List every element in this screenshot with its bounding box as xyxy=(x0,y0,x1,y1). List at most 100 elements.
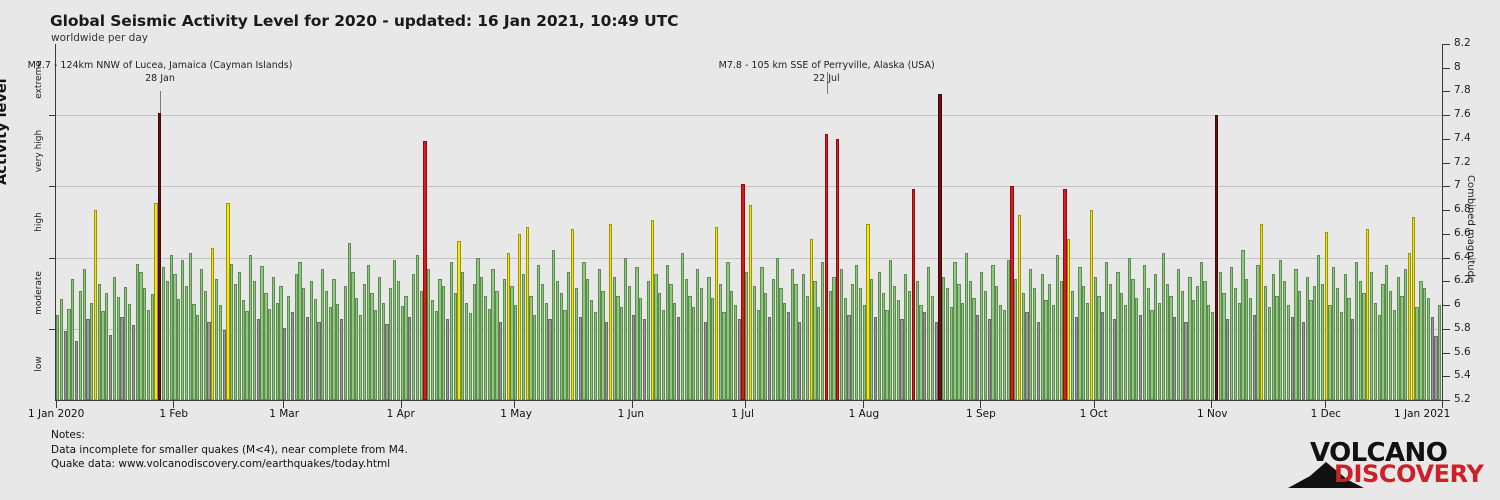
bar xyxy=(328,307,332,400)
bar xyxy=(499,321,503,400)
bar xyxy=(711,297,715,400)
bar xyxy=(707,276,711,400)
bar xyxy=(203,290,207,400)
bar xyxy=(233,283,238,400)
bar xyxy=(1343,274,1347,400)
bar xyxy=(468,313,472,400)
right-axis-tick-mark xyxy=(1443,44,1450,45)
bar xyxy=(794,283,798,400)
bar xyxy=(1335,288,1340,400)
bar xyxy=(150,294,154,400)
bar xyxy=(1392,309,1396,400)
bar xyxy=(332,278,336,400)
bar xyxy=(1025,312,1029,400)
bar xyxy=(957,283,961,400)
gridline xyxy=(56,115,1442,117)
bar xyxy=(177,299,181,400)
bar xyxy=(1127,257,1131,400)
right-axis-tick-mark xyxy=(1443,281,1450,283)
bar xyxy=(249,255,253,400)
bar xyxy=(1120,293,1124,400)
bar xyxy=(624,257,628,400)
bar xyxy=(483,295,488,400)
bar xyxy=(1207,305,1211,400)
right-axis-tick-mark xyxy=(1443,91,1450,93)
bar xyxy=(1411,217,1415,400)
page-subtitle: worldwide per day xyxy=(51,32,148,44)
bar xyxy=(1157,302,1162,400)
x-axis-tick-label: 1 Jan 2020 xyxy=(28,408,85,420)
bar xyxy=(597,269,601,400)
bar xyxy=(961,302,965,400)
right-axis-tick-mark xyxy=(1443,186,1450,188)
bar xyxy=(998,305,1003,400)
bar xyxy=(423,141,427,400)
bar xyxy=(764,293,768,400)
bar xyxy=(601,290,605,400)
bar xyxy=(268,308,272,400)
bar xyxy=(525,226,529,400)
bar xyxy=(287,295,291,400)
bar xyxy=(942,276,946,400)
bar xyxy=(1097,295,1101,400)
bar-series xyxy=(56,44,1442,400)
bar xyxy=(1396,276,1400,400)
bar xyxy=(1176,269,1181,400)
bar xyxy=(964,252,969,400)
bar xyxy=(256,319,260,400)
bar xyxy=(82,269,86,400)
bar xyxy=(972,297,976,400)
bar xyxy=(1033,288,1037,400)
bar xyxy=(730,290,734,400)
bar xyxy=(1275,295,1279,400)
bar xyxy=(351,271,355,400)
bar xyxy=(703,321,707,400)
bar xyxy=(737,319,741,400)
bar xyxy=(976,314,980,400)
bar xyxy=(56,314,60,400)
bar xyxy=(480,276,484,400)
right-axis-tick-label: 6 xyxy=(1454,298,1461,311)
bar xyxy=(1317,255,1321,400)
bar xyxy=(1014,278,1018,400)
bar xyxy=(1123,305,1128,400)
bar xyxy=(1161,252,1165,400)
x-axis-tick-mark xyxy=(283,401,285,408)
bar xyxy=(105,293,109,400)
bar xyxy=(521,274,526,400)
bar xyxy=(1301,321,1306,400)
bar xyxy=(124,287,128,400)
right-axis-tick-label: 7 xyxy=(1454,179,1461,192)
right-axis-tick-mark xyxy=(1443,328,1450,330)
bar xyxy=(139,271,143,400)
bar xyxy=(1290,316,1294,400)
bar xyxy=(86,319,90,400)
bar xyxy=(1388,290,1393,400)
bar xyxy=(824,134,828,400)
bar xyxy=(642,319,647,400)
bar xyxy=(855,264,859,400)
bar xyxy=(1407,252,1412,400)
bar xyxy=(1063,188,1067,400)
bar xyxy=(1131,278,1135,400)
bar xyxy=(612,276,616,400)
bar xyxy=(938,93,942,400)
bar xyxy=(377,276,382,400)
right-axis-tick-label: 6.4 xyxy=(1454,250,1471,263)
bar xyxy=(1279,259,1283,400)
bar xyxy=(699,288,703,400)
bar xyxy=(1362,293,1366,400)
bar xyxy=(1282,281,1287,400)
volcano-discovery-logo[interactable]: VOLCANO DISCOVERY xyxy=(1288,438,1484,488)
logo-text-volcano: VOLCANO xyxy=(1310,438,1448,468)
bar xyxy=(991,264,995,400)
bar xyxy=(1237,302,1241,400)
bar xyxy=(127,303,132,400)
bar xyxy=(237,271,241,400)
bar xyxy=(760,267,764,400)
bar xyxy=(1332,267,1336,400)
bar xyxy=(873,316,878,400)
bar xyxy=(1089,210,1094,400)
bar xyxy=(1150,309,1154,400)
right-axis-tick-label: 7.4 xyxy=(1454,131,1471,144)
